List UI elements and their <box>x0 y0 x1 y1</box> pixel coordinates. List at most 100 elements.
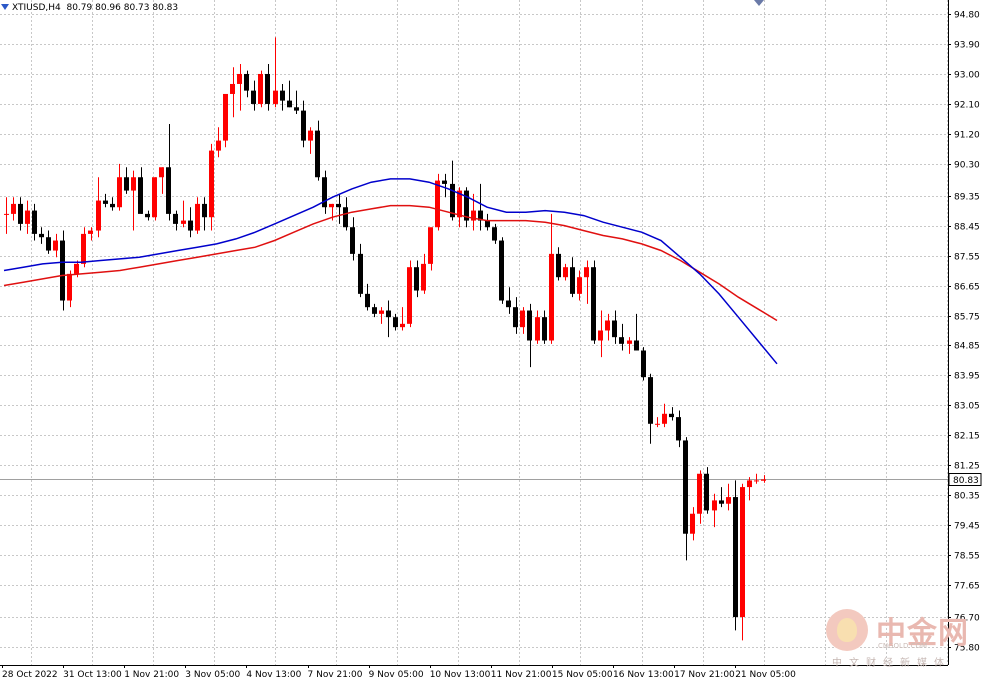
candle-body <box>209 150 214 218</box>
x-tick-label: 28 Oct 2022 <box>2 670 58 680</box>
candle-body <box>350 227 355 254</box>
watermark-site: CNGOLD.COM <box>878 642 928 650</box>
candle-body <box>67 273 72 301</box>
x-tick-label: 31 Oct 13:00 <box>63 670 122 680</box>
candle-body <box>372 307 377 314</box>
candle-body <box>513 307 518 328</box>
candle-body <box>648 377 653 424</box>
symbol-menu-icon[interactable] <box>1 4 9 10</box>
candle-body <box>414 267 419 291</box>
candle-body <box>96 200 101 231</box>
candle-body <box>669 413 674 418</box>
candle-body <box>704 473 709 511</box>
candle-body <box>173 213 178 224</box>
y-tick-label: 86.65 <box>954 283 980 293</box>
candle-body <box>32 210 37 234</box>
candle-body <box>435 180 440 228</box>
candle-body <box>53 240 58 251</box>
candle-body <box>442 180 447 184</box>
candle-body <box>386 310 391 318</box>
candle-body <box>46 237 51 251</box>
candle-body <box>322 177 327 208</box>
candle-body <box>181 220 186 224</box>
x-tick-label: 21 Nov 05:00 <box>735 670 796 680</box>
y-tick-label: 83.05 <box>954 402 980 412</box>
x-tick-label: 17 Nov 21:00 <box>674 670 735 680</box>
x-tick-label: 1 Nov 21:00 <box>124 670 179 680</box>
y-tick-label: 85.75 <box>954 313 980 323</box>
price-tag-label: 80.83 <box>953 476 979 486</box>
candle-body <box>712 500 717 511</box>
x-tick-label: 3 Nov 05:00 <box>185 670 240 680</box>
candle-body <box>358 253 363 294</box>
candle-body <box>570 267 575 294</box>
candle-body <box>138 177 143 214</box>
ma-slow-line <box>3 204 778 322</box>
y-tick-label: 75.80 <box>954 644 980 654</box>
candle-body <box>627 340 632 344</box>
candle-body <box>421 263 426 291</box>
candle-body <box>527 310 532 341</box>
candle-body <box>273 90 278 104</box>
x-tick-label: 4 Nov 13:00 <box>246 670 301 680</box>
watermark-tagline: 中文财经新媒体 <box>832 658 951 669</box>
candle-body <box>563 267 568 278</box>
candle-body <box>499 240 504 301</box>
candle-body <box>280 90 285 101</box>
candle-body <box>244 73 249 91</box>
candle-body <box>379 310 384 314</box>
candle-body <box>740 487 745 618</box>
candle-body <box>457 190 462 218</box>
y-tick-label: 80.35 <box>954 492 980 502</box>
y-tick-label: 88.45 <box>954 223 980 233</box>
y-tick-label: 92.10 <box>954 101 980 111</box>
current-price-tag: 80.83 <box>948 473 982 486</box>
candle-body <box>88 230 93 234</box>
candle-body <box>485 220 490 228</box>
candle-body <box>329 203 334 208</box>
price-axis: 94.80 93.90 93.00 92.10 91.20 90.30 89.35 88.45… <box>948 11 980 654</box>
candle-body <box>124 177 129 191</box>
candle-body <box>754 480 759 482</box>
candle-body <box>287 100 292 108</box>
grid-lines <box>0 0 948 665</box>
candle-body <box>393 317 398 328</box>
chart-shift-marker-icon[interactable] <box>754 0 764 6</box>
candle-body <box>251 90 256 104</box>
candle-body <box>591 267 596 341</box>
candle-body <box>336 203 341 208</box>
candle-body <box>81 233 86 264</box>
candle-body <box>478 210 483 221</box>
y-tick-label: 91.20 <box>954 131 980 141</box>
candle-body <box>634 340 639 351</box>
candle-body <box>407 267 412 324</box>
candle-body <box>761 479 766 481</box>
y-tick-label: 79.45 <box>954 522 980 532</box>
candle-body <box>237 73 242 84</box>
candle-body <box>697 473 702 514</box>
candle-body <box>117 177 122 208</box>
candle-body <box>216 140 221 151</box>
candle-body <box>733 497 738 618</box>
candle-body <box>110 203 115 208</box>
candle-body <box>450 183 455 218</box>
symbol-timeframe: XTIUSD,H4 <box>12 3 61 13</box>
candle-body <box>520 310 525 328</box>
candle-body <box>619 337 624 344</box>
ohlc-values: 80.79 80.96 80.73 80.83 <box>66 3 179 13</box>
candle-body <box>39 233 44 238</box>
x-tick-label: 15 Nov 05:00 <box>552 670 613 680</box>
candle-body <box>131 177 136 191</box>
y-tick-label: 87.55 <box>954 253 980 263</box>
candle-body <box>230 83 235 94</box>
candle-body <box>464 190 469 221</box>
y-tick-label: 84.85 <box>954 342 980 352</box>
candle-body <box>265 73 270 104</box>
candle-body <box>258 73 263 104</box>
y-tick-label: 93.00 <box>954 71 980 81</box>
watermark: 中金网 CNGOLD.COM 中文财经新媒体 <box>822 606 972 669</box>
candle-body <box>4 213 9 215</box>
candle-body <box>612 320 617 338</box>
